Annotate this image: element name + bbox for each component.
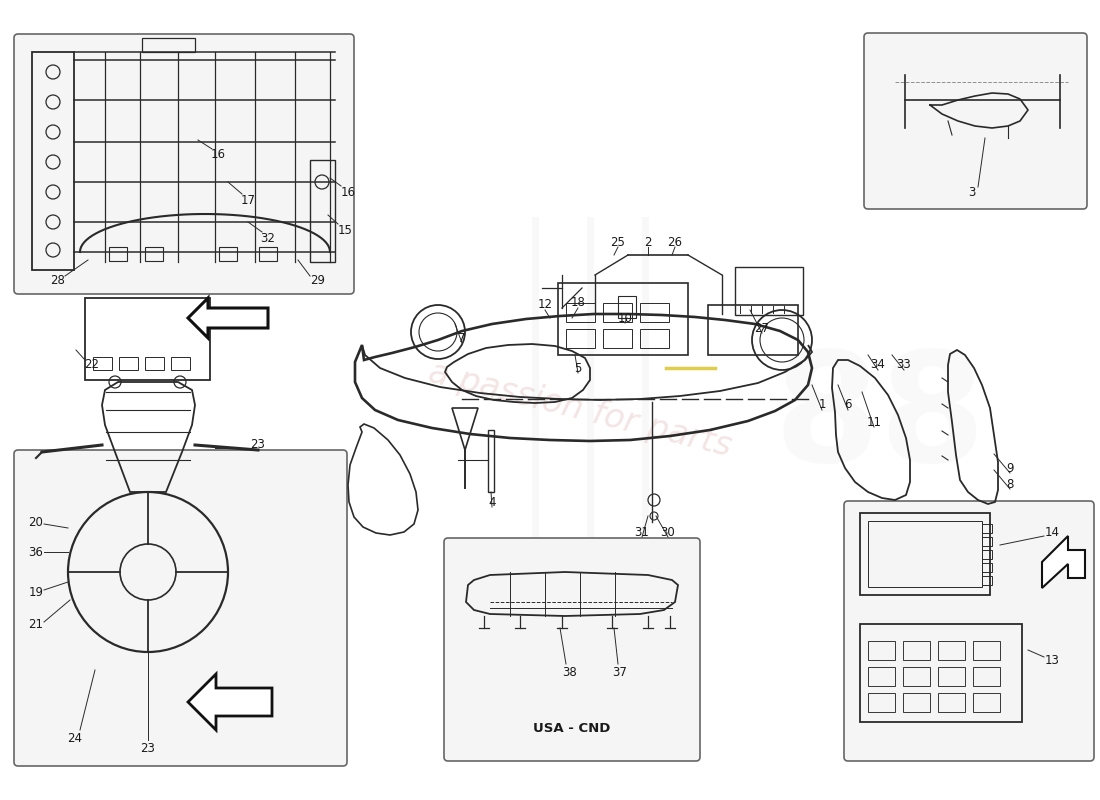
Bar: [219, 247, 236, 261]
Bar: [618, 296, 636, 318]
Bar: [860, 624, 1022, 722]
Text: 13: 13: [1045, 654, 1059, 666]
Bar: [974, 641, 1000, 660]
Text: 14: 14: [1045, 526, 1059, 538]
Text: 19: 19: [29, 586, 44, 598]
Bar: [868, 667, 895, 686]
Bar: [938, 693, 965, 712]
Text: 28: 28: [51, 274, 65, 286]
Text: 4: 4: [488, 495, 496, 509]
Text: USA - CND: USA - CND: [534, 722, 611, 734]
Text: 31: 31: [635, 526, 649, 538]
Text: 22: 22: [85, 358, 99, 371]
Bar: [603, 303, 632, 322]
FancyBboxPatch shape: [864, 33, 1087, 209]
Text: 24: 24: [67, 731, 82, 745]
Text: 88: 88: [773, 346, 987, 494]
Bar: [640, 303, 669, 322]
Bar: [974, 693, 1000, 712]
Bar: [868, 641, 895, 660]
Bar: [94, 357, 112, 370]
Bar: [145, 247, 163, 261]
FancyBboxPatch shape: [844, 501, 1094, 761]
Text: 33: 33: [896, 358, 912, 371]
Text: 34: 34: [870, 358, 886, 371]
Bar: [566, 329, 595, 348]
FancyBboxPatch shape: [14, 34, 354, 294]
Text: 18: 18: [571, 297, 585, 310]
Bar: [868, 693, 895, 712]
Text: 16: 16: [341, 186, 355, 198]
Bar: [982, 537, 992, 546]
Bar: [903, 693, 929, 712]
Text: 23: 23: [251, 438, 265, 451]
Bar: [708, 305, 797, 355]
Bar: [566, 303, 595, 322]
Bar: [982, 524, 992, 533]
Bar: [603, 329, 632, 348]
Text: 5: 5: [574, 362, 582, 374]
Text: a passion for parts: a passion for parts: [425, 356, 735, 464]
Text: 10: 10: [617, 311, 632, 325]
Bar: [109, 247, 126, 261]
Text: 16: 16: [210, 149, 225, 162]
Text: 6: 6: [845, 398, 851, 411]
Bar: [982, 550, 992, 559]
Bar: [85, 298, 210, 380]
Bar: [982, 576, 992, 585]
Bar: [903, 667, 929, 686]
Text: 21: 21: [29, 618, 44, 631]
Bar: [938, 641, 965, 660]
Text: 3: 3: [968, 186, 976, 199]
Text: 25: 25: [610, 235, 626, 249]
Text: 27: 27: [755, 322, 770, 334]
Bar: [735, 267, 803, 315]
Text: 37: 37: [613, 666, 627, 678]
Bar: [860, 513, 990, 595]
FancyBboxPatch shape: [14, 450, 346, 766]
Text: 20: 20: [29, 515, 43, 529]
Text: 30: 30: [661, 526, 675, 538]
Bar: [974, 667, 1000, 686]
Text: 7: 7: [459, 331, 465, 345]
Bar: [258, 247, 277, 261]
Text: 9: 9: [1006, 462, 1014, 474]
Bar: [170, 357, 190, 370]
Text: 26: 26: [668, 235, 682, 249]
Polygon shape: [1042, 536, 1085, 588]
Bar: [145, 357, 164, 370]
Bar: [982, 563, 992, 572]
Text: 12: 12: [538, 298, 552, 311]
Text: 23: 23: [141, 742, 155, 754]
Text: 36: 36: [29, 546, 43, 558]
Bar: [868, 521, 982, 587]
Text: 17: 17: [241, 194, 255, 206]
Text: 1: 1: [818, 398, 826, 411]
Text: 2: 2: [645, 235, 651, 249]
Polygon shape: [188, 674, 272, 730]
Text: 38: 38: [562, 666, 578, 678]
FancyBboxPatch shape: [444, 538, 700, 761]
Bar: [640, 329, 669, 348]
Bar: [119, 357, 138, 370]
Bar: [938, 667, 965, 686]
Text: 32: 32: [261, 231, 275, 245]
Text: 11: 11: [867, 415, 881, 429]
Polygon shape: [188, 298, 268, 338]
Text: 8: 8: [1006, 478, 1014, 490]
Text: 29: 29: [310, 274, 326, 286]
Text: 15: 15: [338, 223, 352, 237]
Bar: [558, 283, 688, 355]
Bar: [903, 641, 929, 660]
